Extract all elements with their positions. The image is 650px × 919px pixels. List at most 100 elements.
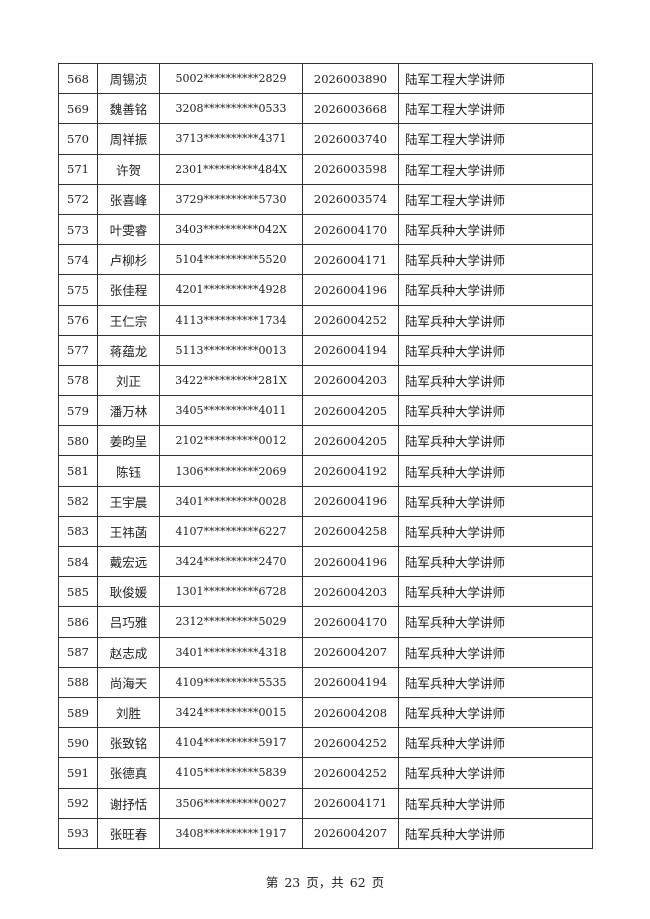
footer-suffix: 页 (371, 875, 385, 890)
name-cell: 王仁宗 (97, 304, 160, 336)
name-cell: 张佳程 (97, 274, 160, 306)
name-cell: 尚海天 (97, 666, 160, 698)
id-number-cell: 3405**********4011 (159, 395, 303, 427)
ticket-number-cell: 2026004205 (302, 395, 399, 427)
unit-position-cell: 陆军工程大学讲师 (398, 153, 593, 185)
name-cell: 许贺 (97, 153, 160, 185)
table-row: 571 许贺 2301**********484X 2026003598 陆军工程大学讲… (58, 153, 593, 185)
unit-position-cell: 陆军兵种大学讲师 (398, 515, 593, 548)
name-cell: 陈钰 (97, 455, 160, 487)
name-cell: 姜昀呈 (97, 425, 160, 457)
unit-position-cell: 陆军兵种大学讲师 (398, 213, 593, 246)
row-number-cell: 581 (58, 455, 98, 487)
total-pages: 62 (349, 875, 366, 890)
id-number-cell: 2301**********484X (159, 153, 303, 185)
id-number-cell: 3208**********0533 (159, 93, 303, 125)
row-number-cell: 574 (58, 244, 98, 276)
table-row: 568 周锡浈 5002**********2829 2026003890 陆军工程大学… (58, 62, 593, 95)
ticket-number-cell: 2026004170 (302, 606, 399, 638)
row-number-cell: 569 (58, 93, 98, 125)
ticket-number-cell: 2026003574 (302, 183, 399, 215)
unit-position-cell: 陆军工程大学讲师 (398, 123, 593, 155)
name-cell: 王祎菡 (97, 515, 160, 548)
row-number-cell: 585 (58, 576, 98, 608)
id-number-cell: 2102**********0012 (159, 425, 303, 457)
name-cell: 吕巧雅 (97, 606, 160, 638)
ticket-number-cell: 2026004207 (302, 636, 399, 668)
unit-position-cell: 陆军兵种大学讲师 (398, 485, 593, 517)
page-footer: 第 23 页，共 62 页 (0, 872, 650, 891)
row-number-cell: 570 (58, 123, 98, 155)
footer-prefix: 第 (265, 875, 279, 890)
name-cell: 王宇晨 (97, 485, 160, 517)
unit-position-cell: 陆军兵种大学讲师 (398, 576, 593, 608)
table-row: 585 耿俊媛 1301**********6728 2026004203 陆军兵种大学… (58, 576, 593, 608)
row-number-cell: 568 (58, 62, 98, 95)
row-number-cell: 572 (58, 183, 98, 215)
name-cell: 刘正 (97, 364, 160, 397)
ticket-number-cell: 2026004203 (302, 364, 399, 397)
unit-position-cell: 陆军兵种大学讲师 (398, 666, 593, 698)
unit-position-cell: 陆军兵种大学讲师 (398, 334, 593, 366)
ticket-number-cell: 2026004171 (302, 787, 399, 819)
row-number-cell: 591 (58, 757, 98, 789)
row-number-cell: 592 (58, 787, 98, 819)
table-row: 586 吕巧雅 2312**********5029 2026004170 陆军兵种大学… (58, 606, 593, 638)
table-row: 592 谢抒恬 3506**********0027 2026004171 陆军兵种大学… (58, 787, 593, 819)
ticket-number-cell: 2026004252 (302, 757, 399, 789)
unit-position-cell: 陆军兵种大学讲师 (398, 727, 593, 759)
unit-position-cell: 陆军兵种大学讲师 (398, 696, 593, 729)
table-row: 587 赵志成 3401**********4318 2026004207 陆军兵种大学… (58, 636, 593, 668)
table-row: 575 张佳程 4201**********4928 2026004196 陆军兵种大学… (58, 274, 593, 306)
unit-position-cell: 陆军兵种大学讲师 (398, 787, 593, 819)
ticket-number-cell: 2026004194 (302, 666, 399, 698)
table-row: 574 卢柳杉 5104**********5520 2026004171 陆军兵种大学… (58, 244, 593, 276)
unit-position-cell: 陆军兵种大学讲师 (398, 455, 593, 487)
name-cell: 张旺春 (97, 817, 160, 849)
table-row: 573 叶雯睿 3403**********042X 2026004170 陆军兵种大学… (58, 213, 593, 246)
ticket-number-cell: 2026004203 (302, 576, 399, 608)
table-row: 588 尚海天 4109**********5535 2026004194 陆军兵种大学… (58, 666, 593, 698)
name-cell: 魏善铭 (97, 93, 160, 125)
table-row: 578 刘正 3422**********281X 2026004203 陆军兵种大学讲… (58, 364, 593, 397)
ticket-number-cell: 2026004170 (302, 213, 399, 246)
id-number-cell: 5113**********0013 (159, 334, 303, 366)
id-number-cell: 3729**********5730 (159, 183, 303, 215)
name-cell: 戴宏远 (97, 545, 160, 578)
id-number-cell: 4105**********5839 (159, 757, 303, 789)
footer-mid: 页，共 (306, 875, 344, 890)
unit-position-cell: 陆军兵种大学讲师 (398, 274, 593, 306)
row-number-cell: 580 (58, 425, 98, 457)
name-cell: 耿俊媛 (97, 576, 160, 608)
ticket-number-cell: 2026004258 (302, 515, 399, 548)
table-row: 590 张致铭 4104**********5917 2026004252 陆军兵种大学… (58, 727, 593, 759)
row-number-cell: 573 (58, 213, 98, 246)
table-row: 589 刘胜 3424**********0015 2026004208 陆军兵种大学讲… (58, 696, 593, 729)
ticket-number-cell: 2026004208 (302, 696, 399, 729)
row-number-cell: 593 (58, 817, 98, 849)
row-number-cell: 577 (58, 334, 98, 366)
table-row: 580 姜昀呈 2102**********0012 2026004205 陆军兵种大学… (58, 425, 593, 457)
name-cell: 刘胜 (97, 696, 160, 729)
row-number-cell: 589 (58, 696, 98, 729)
id-number-cell: 4113**********1734 (159, 304, 303, 336)
unit-position-cell: 陆军兵种大学讲师 (398, 636, 593, 668)
ticket-number-cell: 2026003598 (302, 153, 399, 185)
row-number-cell: 576 (58, 304, 98, 336)
id-number-cell: 3713**********4371 (159, 123, 303, 155)
unit-position-cell: 陆军兵种大学讲师 (398, 364, 593, 397)
table-row: 569 魏善铭 3208**********0533 2026003668 陆军工程大学… (58, 93, 593, 125)
ticket-number-cell: 2026004252 (302, 304, 399, 336)
name-cell: 蒋蕴龙 (97, 334, 160, 366)
unit-position-cell: 陆军兵种大学讲师 (398, 606, 593, 638)
id-number-cell: 3401**********4318 (159, 636, 303, 668)
ticket-number-cell: 2026004205 (302, 425, 399, 457)
table-row: 584 戴宏远 3424**********2470 2026004196 陆军兵种大学… (58, 545, 593, 578)
name-cell: 张致铭 (97, 727, 160, 759)
unit-position-cell: 陆军工程大学讲师 (398, 62, 593, 95)
ticket-number-cell: 2026004252 (302, 727, 399, 759)
name-cell: 卢柳杉 (97, 244, 160, 276)
name-cell: 周锡浈 (97, 62, 160, 95)
row-number-cell: 578 (58, 364, 98, 397)
name-cell: 张喜峰 (97, 183, 160, 215)
